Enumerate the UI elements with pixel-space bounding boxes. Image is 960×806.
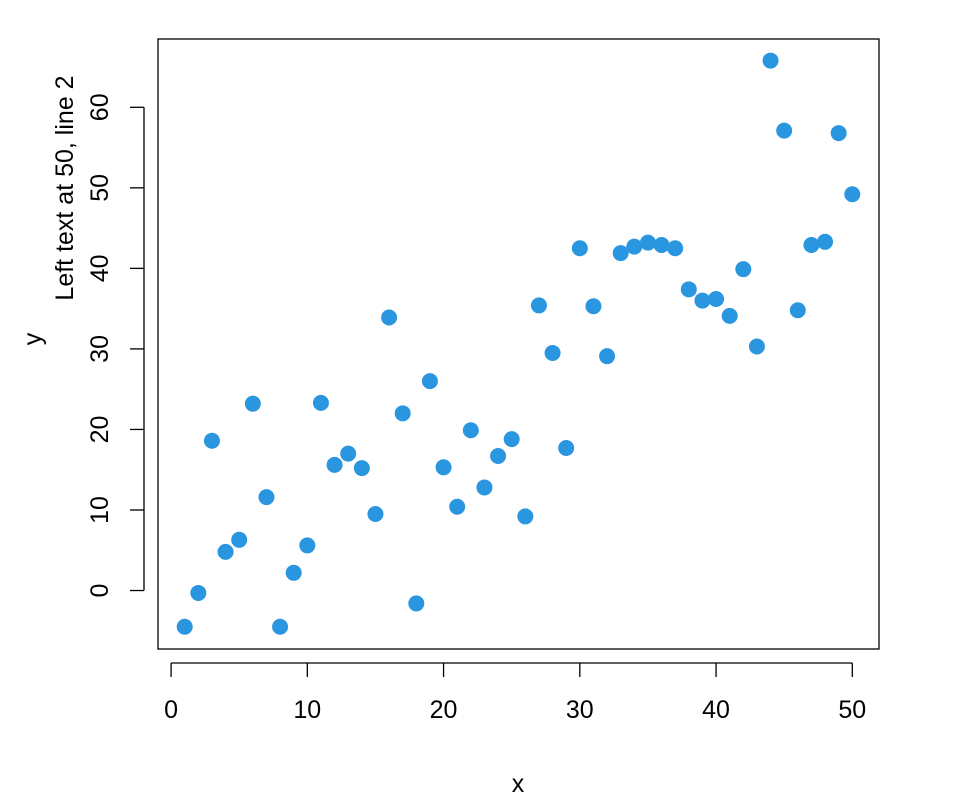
data-point xyxy=(176,618,193,635)
data-point xyxy=(272,618,289,635)
plot-box xyxy=(157,38,880,650)
y-tick-label: 40 xyxy=(86,254,114,282)
data-point xyxy=(844,186,861,203)
data-point xyxy=(830,125,847,142)
data-point xyxy=(203,432,220,449)
data-point xyxy=(462,422,479,439)
data-point xyxy=(217,543,234,560)
data-point xyxy=(599,348,616,365)
x-axis-title: x xyxy=(512,770,525,798)
data-point xyxy=(530,297,547,314)
data-point xyxy=(503,431,520,448)
data-point xyxy=(476,479,493,496)
y-tick-label: 30 xyxy=(86,335,114,363)
data-point xyxy=(312,394,329,411)
data-point xyxy=(626,238,643,255)
y-axis: 0 10 20 30 40 50 60 xyxy=(86,93,145,598)
data-point xyxy=(421,373,438,390)
data-point xyxy=(694,292,711,309)
y-tick-label: 10 xyxy=(86,496,114,524)
data-point xyxy=(449,498,466,515)
data-point xyxy=(735,261,752,278)
data-point xyxy=(190,584,207,601)
data-point xyxy=(367,506,384,523)
data-point xyxy=(244,395,261,412)
data-point xyxy=(653,237,670,254)
x-tick-label: 50 xyxy=(838,696,866,724)
data-point xyxy=(803,237,820,254)
x-axis: 0 10 20 30 40 50 xyxy=(164,662,866,724)
data-point xyxy=(299,537,316,554)
data-point xyxy=(585,298,602,315)
x-tick-label: 30 xyxy=(566,696,594,724)
data-point xyxy=(612,245,629,262)
data-point xyxy=(708,290,725,307)
data-point xyxy=(544,344,561,361)
y-tick-label: 20 xyxy=(86,416,114,444)
data-point xyxy=(817,233,834,250)
data-point xyxy=(490,448,507,465)
x-tick-label: 20 xyxy=(430,696,458,724)
y-tick-label: 60 xyxy=(86,93,114,121)
data-point xyxy=(762,52,779,69)
data-point xyxy=(571,240,588,257)
data-point xyxy=(748,338,765,355)
x-tick-label: 0 xyxy=(164,696,178,724)
data-point xyxy=(776,122,793,139)
data-points xyxy=(176,52,861,635)
data-point xyxy=(680,281,697,298)
data-point xyxy=(231,531,248,548)
data-point xyxy=(558,439,575,456)
data-point xyxy=(353,460,370,477)
data-point xyxy=(340,445,357,462)
data-point xyxy=(326,456,343,473)
x-tick-label: 10 xyxy=(293,696,321,724)
data-point xyxy=(721,307,738,324)
data-point xyxy=(667,240,684,257)
data-point xyxy=(381,309,398,326)
data-point xyxy=(394,405,411,422)
data-point xyxy=(789,302,806,319)
data-point xyxy=(258,489,275,506)
y-tick-label: 0 xyxy=(86,584,114,598)
data-point xyxy=(517,508,534,525)
x-tick-label: 40 xyxy=(702,696,730,724)
y-axis-title: y xyxy=(19,332,47,345)
left-margin-text: Left text at 50, line 2 xyxy=(51,75,79,300)
y-tick-label: 50 xyxy=(86,174,114,202)
data-point xyxy=(435,459,452,476)
data-point xyxy=(639,234,656,251)
data-point xyxy=(408,595,425,612)
data-point xyxy=(285,564,302,581)
